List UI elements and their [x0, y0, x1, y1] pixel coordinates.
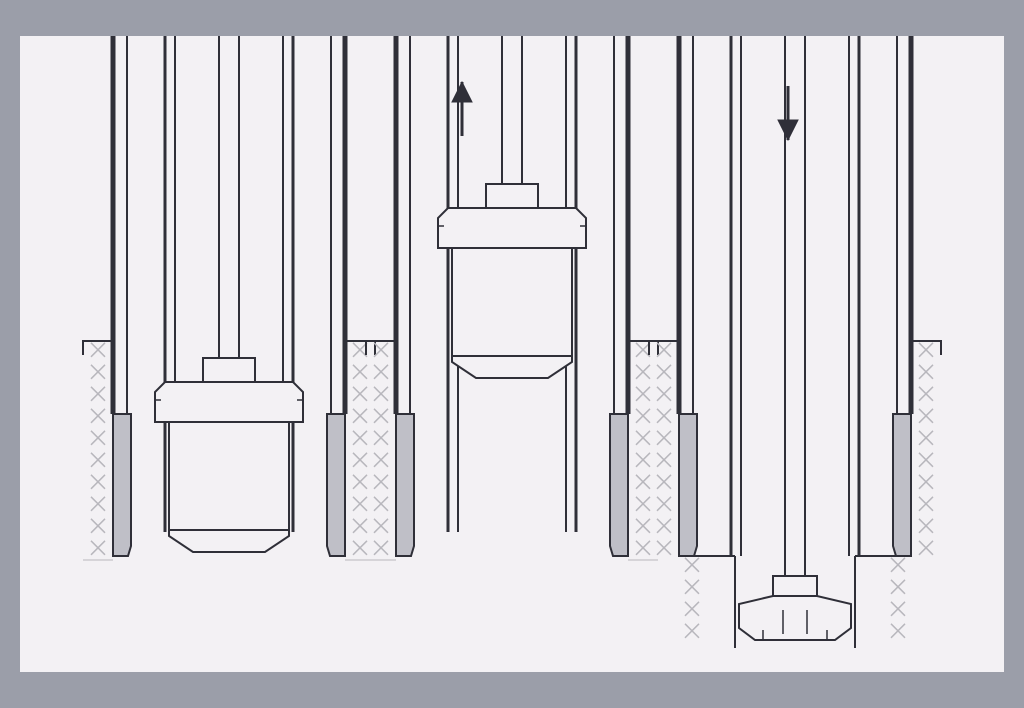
diagram-panel — [20, 36, 1004, 672]
diagram-svg — [20, 36, 1004, 672]
page-background — [0, 0, 1024, 708]
